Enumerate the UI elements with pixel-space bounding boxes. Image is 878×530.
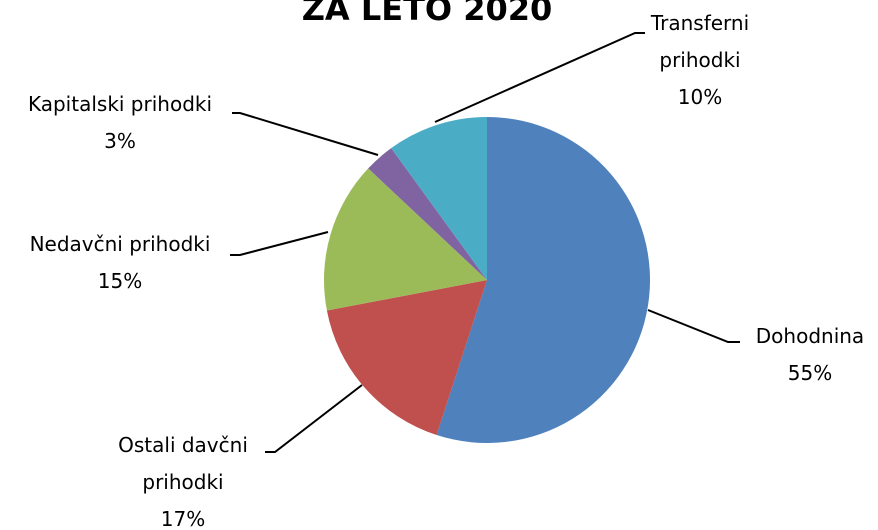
leader-line [230,231,329,256]
data-label: Kapitalski prihodki 3% [0,86,240,160]
data-label: Ostali davčni prihodki 17% [98,427,268,530]
label-name: Nedavčni prihodki [29,232,211,256]
label-value: 15% [97,269,143,293]
label-name: Kapitalski prihodki [27,92,213,116]
data-label: Dohodnina 55% [735,318,878,392]
leader-line [265,384,363,453]
label-value: 3% [104,129,136,153]
leader-line [232,112,379,156]
pie-slice [368,148,487,280]
chart-title: ZA LETO 2020 [302,0,553,28]
label-name: Transferni prihodki [650,11,750,72]
pie-slice [391,117,487,280]
pie-slice [326,280,487,436]
data-label: Nedavčni prihodki 15% [0,226,240,300]
label-value: 10% [677,85,723,109]
label-value: 55% [787,361,833,385]
pie-slice [324,168,487,311]
pie-slice [436,117,650,443]
leader-line [647,309,740,343]
label-name: Dohodnina [755,324,865,348]
label-value: 17% [160,507,206,530]
leader-line [434,32,645,123]
label-name: Ostali davčni prihodki [118,433,248,494]
data-label: Transferni prihodki 10% [635,5,765,116]
